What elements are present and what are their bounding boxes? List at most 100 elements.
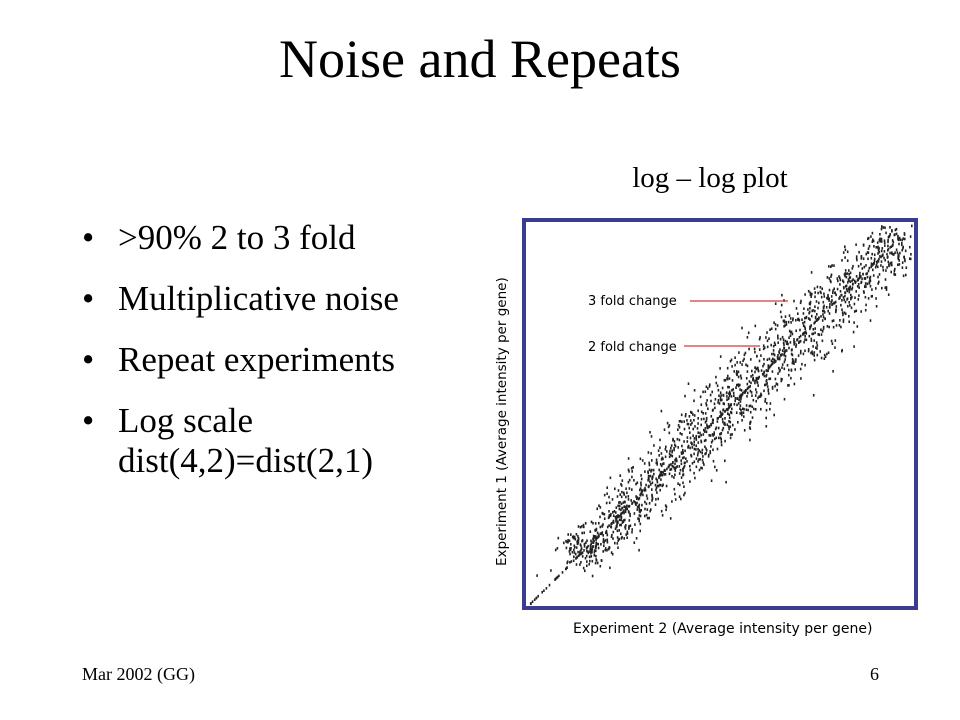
scatter-point [569, 552, 571, 556]
scatter-point [737, 370, 740, 374]
scatter-point [628, 470, 630, 473]
scatter-point [604, 539, 607, 542]
scatter-point [709, 451, 712, 455]
scatter-point [880, 240, 883, 243]
scatter-point [860, 262, 862, 266]
scatter-point [812, 394, 815, 397]
scatter-point [834, 339, 837, 342]
scatter-point [576, 540, 578, 544]
scatter-point [705, 404, 708, 407]
scatter-point [616, 529, 619, 533]
scatter-point [644, 514, 646, 518]
scatter-point [726, 423, 729, 426]
scatter-point [814, 309, 816, 313]
scatter-point [606, 549, 608, 552]
scatter-point [837, 279, 839, 283]
scatter-point [689, 446, 691, 450]
scatter-point [785, 349, 788, 352]
scatter-point [871, 252, 873, 256]
scatter-point [889, 261, 892, 265]
scatter-point [624, 518, 626, 522]
scatter-point [780, 354, 782, 357]
scatter-point [606, 533, 609, 537]
scatter-point [709, 393, 712, 397]
scatter-point [841, 308, 843, 311]
scatter-point [751, 373, 754, 377]
scatter-point [651, 497, 654, 501]
scatter-point [621, 521, 624, 524]
scatter-point [561, 571, 564, 574]
scatter-point [710, 441, 713, 444]
scatter-point [877, 275, 879, 279]
scatter-point [735, 386, 737, 389]
scatter-point [864, 295, 867, 299]
scatter-point [784, 358, 786, 361]
scatter-point [777, 341, 779, 344]
scatter-point [710, 415, 713, 418]
scatter-point [712, 421, 714, 425]
scatter-point [598, 521, 600, 525]
scatter-point [726, 398, 728, 401]
scatter-point [855, 290, 857, 293]
scatter-point [831, 319, 834, 323]
scatter-point [605, 501, 608, 505]
scatter-point [860, 257, 863, 260]
scatter-point [822, 325, 825, 329]
bullet-text-continued: dist(4,2)=dist(2,1) [118, 441, 373, 480]
scatter-point [767, 392, 770, 395]
scatter-point [909, 235, 912, 238]
scatter-point [535, 596, 538, 600]
scatter-point [793, 338, 795, 341]
scatter-point [682, 473, 685, 476]
scatter-point [637, 497, 640, 501]
scatter-point [577, 525, 580, 528]
scatter-point [595, 554, 597, 558]
scatter-point [617, 504, 619, 508]
scatter-point [624, 525, 626, 529]
scatter-point [596, 561, 599, 565]
scatter-point [726, 408, 729, 412]
scatter-point [695, 448, 697, 451]
scatter-point [760, 354, 762, 357]
scatter-point [742, 411, 745, 414]
scatter-point [783, 397, 786, 401]
scatter-point [683, 427, 686, 431]
scatter-point [637, 517, 639, 520]
scatter-point [812, 332, 815, 336]
scatter-point [638, 548, 640, 552]
scatter-point [795, 307, 798, 310]
scatter-point [881, 225, 883, 228]
scatter-point [645, 483, 647, 487]
scatter-point [857, 264, 860, 268]
scatter-point [879, 237, 881, 241]
scatter-point [788, 336, 790, 339]
scatter-point [704, 452, 706, 456]
scatter-point [893, 253, 895, 256]
scatter-point [720, 415, 722, 418]
scatter-point [877, 252, 879, 255]
scatter-point [784, 349, 787, 353]
scatter-point [792, 317, 794, 320]
scatter-point [812, 345, 814, 348]
scatter-point [611, 552, 614, 556]
scatter-point [688, 426, 690, 430]
scatter-point [619, 514, 621, 518]
scatter-point [746, 387, 749, 391]
scatter-point [638, 497, 641, 500]
scatter-point [694, 476, 696, 480]
scatter-point [752, 398, 755, 402]
scatter-point [755, 391, 758, 394]
scatter-point [710, 423, 713, 427]
scatter-point [598, 534, 600, 538]
scatter-point [827, 295, 829, 299]
scatter-point [683, 456, 685, 459]
scatter-point [623, 537, 625, 540]
scatter-point [743, 390, 745, 394]
scatter-point [615, 515, 618, 518]
scatter-point [640, 474, 642, 477]
scatter-point [842, 286, 845, 289]
scatter-point [668, 472, 671, 476]
scatter-point [734, 363, 736, 367]
scatter-point [843, 311, 846, 315]
scatter-point [793, 382, 796, 386]
